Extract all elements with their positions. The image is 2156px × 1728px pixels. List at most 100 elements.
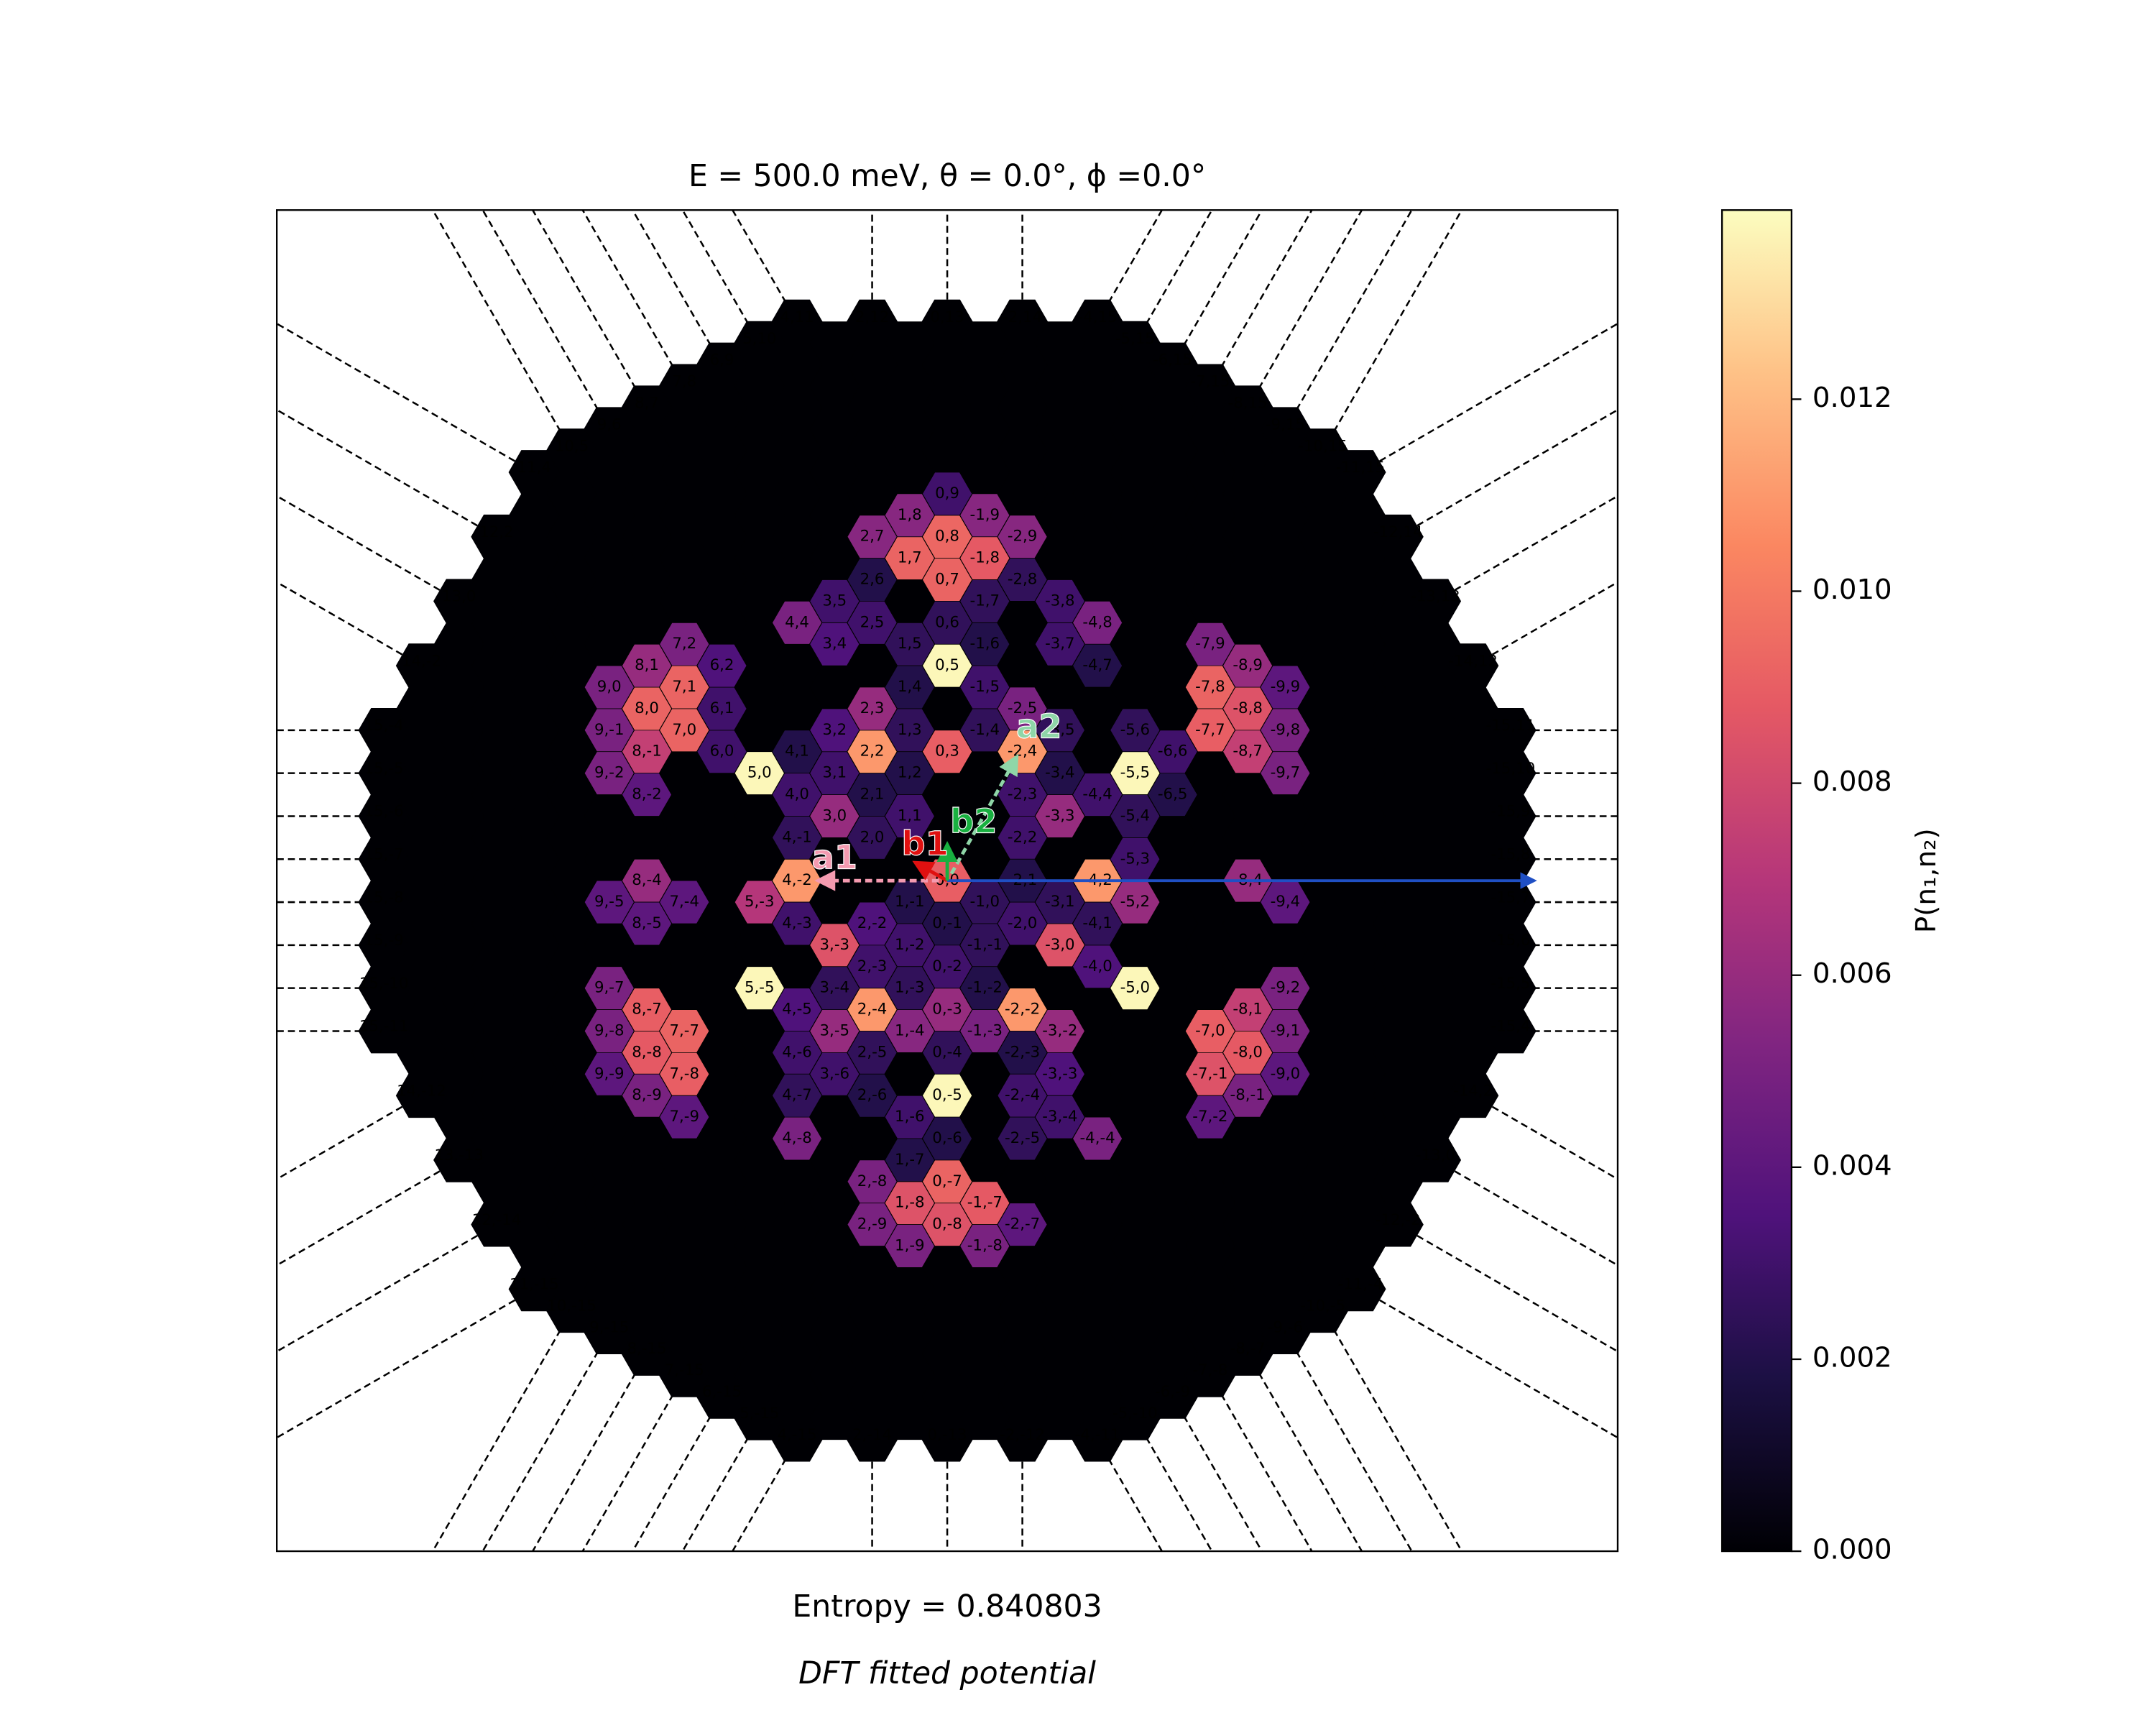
cell-label: 9,-1 bbox=[594, 721, 625, 739]
cell-label: 2,0 bbox=[860, 828, 885, 846]
cell bbox=[1184, 708, 1235, 753]
cell-label: 1,-3 bbox=[895, 979, 925, 997]
cell-label: 7,1 bbox=[672, 678, 696, 696]
cell-label: 0,-8 bbox=[932, 1215, 962, 1233]
cell bbox=[772, 816, 823, 860]
edge-label: -6,-9 bbox=[1155, 1383, 1190, 1401]
cell-label: -3,0 bbox=[1045, 936, 1075, 954]
vectors: a1 a2 b1 b2 bbox=[811, 707, 1537, 891]
cell bbox=[1260, 751, 1311, 795]
cell-label: -5,2 bbox=[1120, 893, 1151, 911]
cell bbox=[1260, 1052, 1311, 1096]
cell-label: -7,-1 bbox=[1192, 1065, 1227, 1083]
cell-label: -1,4 bbox=[970, 721, 1000, 739]
edge-cell bbox=[1372, 1202, 1424, 1247]
edge-label: 15,-7 bbox=[364, 845, 404, 863]
cell bbox=[847, 816, 898, 860]
cell bbox=[1110, 966, 1161, 1010]
cell-label: 2,-9 bbox=[857, 1215, 888, 1233]
cell-label: -3,1 bbox=[1045, 893, 1075, 911]
cell-label: -6,5 bbox=[1158, 786, 1188, 804]
cell bbox=[772, 1073, 823, 1118]
cell-label: 1,-8 bbox=[895, 1194, 925, 1212]
cell bbox=[922, 1203, 973, 1246]
edge-label: 0,-13 bbox=[928, 1426, 967, 1444]
cell-label: 7,-4 bbox=[669, 893, 699, 911]
cell-label: 2,-5 bbox=[857, 1043, 888, 1061]
edge-cell bbox=[433, 1138, 485, 1182]
cell-label: 2,-6 bbox=[857, 1086, 888, 1104]
cell-label: 3,1 bbox=[822, 764, 847, 782]
cell bbox=[772, 601, 823, 645]
edge-cell bbox=[846, 299, 898, 344]
edge-label: 14,-2 bbox=[402, 652, 441, 670]
cell-label: 0,-6 bbox=[932, 1129, 962, 1147]
cell-label: -9,4 bbox=[1271, 893, 1301, 911]
edge-cell bbox=[358, 1008, 410, 1054]
cell-label: -2,9 bbox=[1008, 528, 1038, 546]
cell bbox=[884, 493, 935, 538]
cell bbox=[1072, 1116, 1123, 1161]
cell-label: 9,-5 bbox=[594, 893, 625, 911]
cell bbox=[847, 686, 898, 731]
edge-cell bbox=[1335, 1267, 1386, 1312]
edge-label: 15,-4 bbox=[364, 717, 404, 735]
edge-label: -15,11 bbox=[1486, 717, 1536, 735]
cell-label: 0,7 bbox=[935, 571, 959, 589]
edge-label: 15,-9 bbox=[364, 932, 404, 950]
cell-label: -2,-5 bbox=[1005, 1129, 1040, 1147]
cell-label: 7,2 bbox=[672, 635, 696, 653]
cell-label: 2,-2 bbox=[857, 914, 888, 932]
cell-label: -7,9 bbox=[1195, 635, 1225, 653]
cell-label: 1,-6 bbox=[895, 1108, 925, 1126]
cell bbox=[1034, 579, 1085, 623]
cell bbox=[584, 880, 635, 924]
cell-label: 1,7 bbox=[898, 549, 922, 567]
cell bbox=[959, 708, 1010, 753]
cell-label: -2,3 bbox=[1008, 786, 1038, 804]
cell-label: 4,-3 bbox=[782, 914, 812, 932]
edge-label: 13,-13 bbox=[434, 1146, 484, 1164]
cell bbox=[659, 1095, 710, 1139]
cell-label: 3,-5 bbox=[820, 1021, 850, 1039]
edge-label: -14,2 bbox=[1453, 1082, 1493, 1100]
cell-label: 2,6 bbox=[860, 571, 885, 589]
cell-label: -3,4 bbox=[1045, 764, 1075, 782]
cell-label: 4,-6 bbox=[782, 1043, 812, 1061]
edge-label: -9,15 bbox=[1266, 415, 1305, 433]
edge-cell bbox=[846, 1417, 898, 1462]
cell-label: 2,5 bbox=[860, 613, 885, 631]
cell bbox=[584, 751, 635, 795]
edge-label: 7,-15 bbox=[665, 1361, 704, 1379]
cell-label: 1,3 bbox=[898, 721, 922, 739]
edge-label: -13,13 bbox=[1411, 588, 1460, 606]
cell-label: 6,0 bbox=[710, 743, 734, 760]
edge-label: 5,-15 bbox=[740, 1405, 779, 1423]
cell-label: 9,0 bbox=[597, 678, 622, 696]
cell-label: 1,8 bbox=[898, 506, 922, 524]
edge-label: -15,8 bbox=[1491, 845, 1530, 863]
edge-label: 8,7 bbox=[635, 394, 659, 412]
cell bbox=[1034, 708, 1085, 753]
cell-label: -1,9 bbox=[970, 506, 1000, 524]
potential-text: DFT fitted potential bbox=[798, 1655, 1096, 1691]
cell-label: 1,-7 bbox=[895, 1151, 925, 1169]
edge-label: -10,-5 bbox=[1300, 1297, 1345, 1315]
cell-label: -1,-7 bbox=[967, 1194, 1003, 1212]
cell-label: 6,1 bbox=[710, 699, 734, 717]
cell-label: 7,-9 bbox=[669, 1108, 699, 1126]
edge-label: 12,-14 bbox=[472, 1211, 522, 1229]
cell bbox=[584, 1052, 635, 1096]
cell-label: -1,-2 bbox=[967, 979, 1003, 997]
cell bbox=[809, 579, 860, 623]
cell-label: 0,-7 bbox=[932, 1172, 962, 1190]
cell bbox=[884, 1224, 935, 1268]
edge-label: 15,-8 bbox=[364, 888, 404, 906]
edge-label: 15,-5 bbox=[364, 760, 404, 778]
cell-label: -2,2 bbox=[1008, 828, 1038, 846]
edge-label: -7,-8 bbox=[1192, 1361, 1227, 1379]
cell bbox=[847, 1073, 898, 1118]
colorbar bbox=[1720, 209, 1793, 1553]
cell-label: -4,-4 bbox=[1079, 1129, 1115, 1147]
